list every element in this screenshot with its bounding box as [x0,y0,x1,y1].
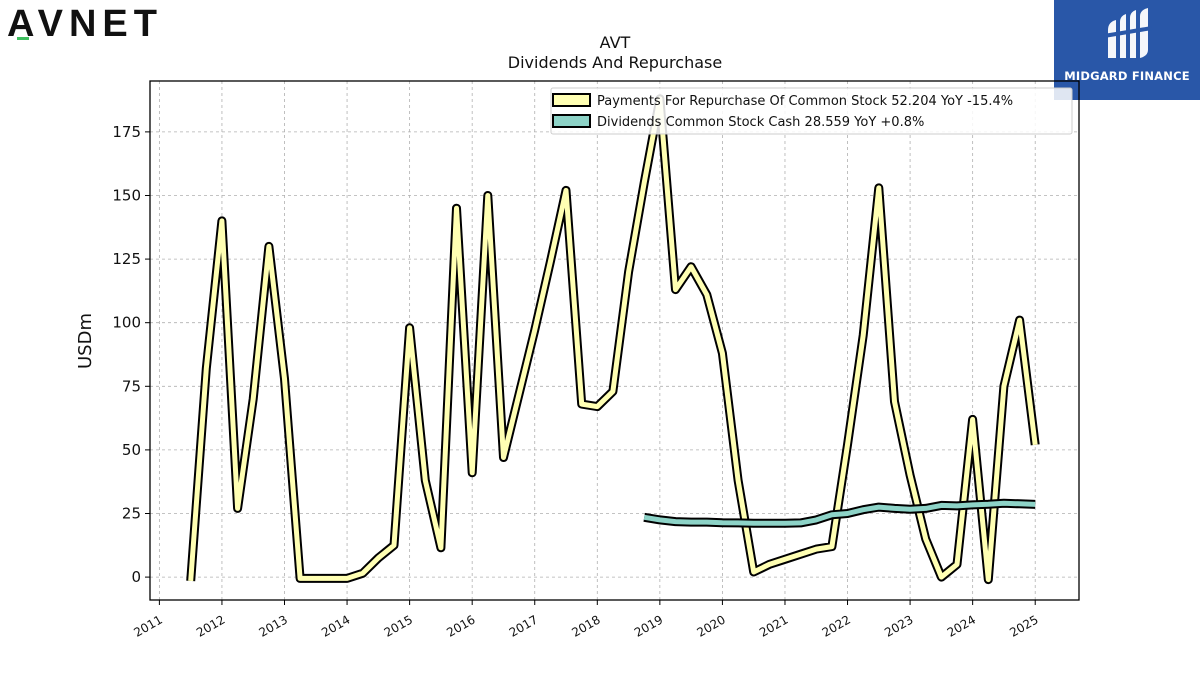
payments-for-repurchase-of-common-stock-legend-swatch [552,93,591,107]
chart-title: AVT [600,33,631,52]
x-tick-label: 2019 [632,612,665,639]
avnet-accent-bar [17,37,29,40]
y-tick-label: 0 [131,568,141,586]
legend-box [550,87,1073,135]
x-axis: 2011 2012 2013 2014 2015 2016 2017 2018 2019 2020… [131,600,1041,640]
x-tick-label: 2015 [382,612,415,639]
x-tick-label: 2022 [820,612,853,639]
payments-for-repurchase-of-common-stock-legend-label: Payments For Repurchase Of Common Stock … [597,94,1013,109]
midgard-finance-logo: MIDGARD FINANCE [1054,0,1200,100]
chart-subtitle: Dividends And Repurchase [508,53,722,72]
payments-for-repurchase-of-common-stock-line [188,96,1038,583]
y-axis-label: USDm [75,313,96,369]
dividends-common-stock-cash-legend-swatch [552,114,591,128]
y-tick-label: 125 [112,250,141,268]
avnet-logo-mark: AVNET [7,3,163,45]
y-axis: 0 25 50 75 100 125 150 175 [112,123,150,586]
midgard-brand-text: MIDGARD FINANCE [1064,69,1190,83]
x-tick-label: 2018 [569,612,602,639]
x-tick-label: 2011 [131,612,164,639]
x-tick-label: 2017 [507,612,540,639]
grid [150,81,1079,600]
x-tick-label: 2013 [257,612,290,639]
plot-frame [149,80,1080,601]
avnet-logo: AVNET [6,3,186,45]
dividends-common-stock-cash-legend-label: Dividends Common Stock Cash 28.559 YoY +… [597,115,924,130]
legend: Payments For Repurchase Of Common Stock … [550,87,1073,135]
x-tick-label: 2021 [757,612,790,639]
x-tick-label: 2014 [319,612,352,639]
x-tick-label: 2016 [444,612,477,639]
x-tick-label: 2024 [945,612,978,639]
y-tick-label: 150 [112,186,141,204]
y-tick-label: 175 [112,123,141,141]
x-tick-label: 2023 [882,612,915,639]
dividends-common-stock-cash-line [643,500,1036,526]
y-tick-label: 50 [122,441,141,459]
avnet-logo-text: AVNET [7,4,163,44]
y-tick-label: 100 [112,314,141,332]
y-tick-label: 25 [122,505,141,523]
series-layer [186,94,1040,585]
x-tick-label: 2020 [694,612,727,639]
x-tick-label: 2025 [1007,612,1040,639]
y-tick-label: 75 [122,377,141,395]
midgard-emblem-icon [1103,8,1153,58]
x-tick-label: 2012 [194,612,227,639]
